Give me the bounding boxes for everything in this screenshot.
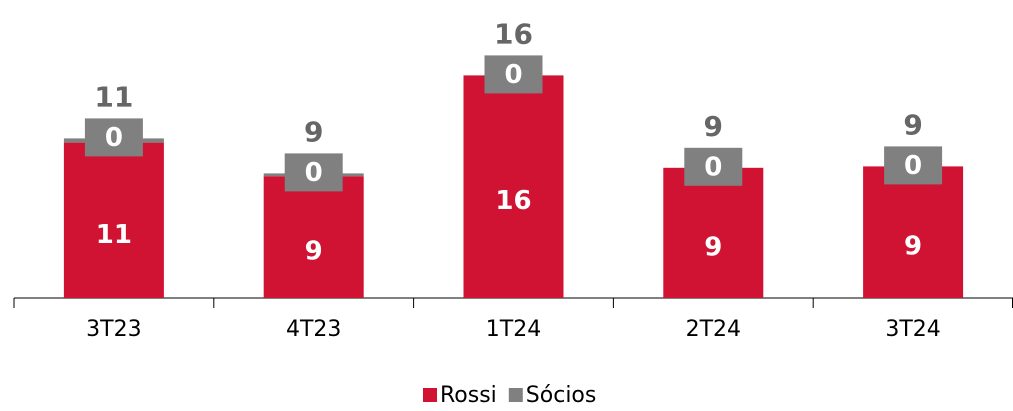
total-label: 9 [704,110,723,143]
data-label: 9 [704,232,722,262]
legend-label: Sócios [526,383,597,408]
data-label: 0 [305,158,323,188]
data-label: 11 [96,220,132,250]
label-box [484,55,543,94]
x-tick-label: 4T23 [286,317,341,342]
label-box [284,153,343,192]
total-label: 9 [903,108,922,141]
bar-segment [263,176,364,298]
total-label: 16 [494,17,533,50]
bar-segment [463,75,564,299]
data-label: 16 [495,186,531,216]
data-label: 9 [305,237,323,267]
data-label: 0 [904,151,922,181]
x-tick-label: 3T24 [885,317,940,342]
label-box [884,146,943,185]
bar-segment [863,166,964,298]
x-tick-label: 1T24 [486,317,541,342]
label-box [684,147,743,186]
bar-segment [663,167,764,298]
x-tick-label: 2T24 [686,317,741,342]
legend-swatch [508,388,523,402]
data-label: 0 [704,152,722,182]
legend-swatch [423,388,437,402]
total-label: 9 [304,115,323,148]
label-box [84,118,143,157]
x-tick-label: 3T23 [86,317,141,342]
legend-label: Rossi [440,383,497,408]
total-label: 11 [94,80,133,113]
bar-segment [63,142,164,298]
data-label: 0 [105,123,123,153]
data-label: 0 [504,60,522,90]
data-label: 9 [904,232,922,262]
